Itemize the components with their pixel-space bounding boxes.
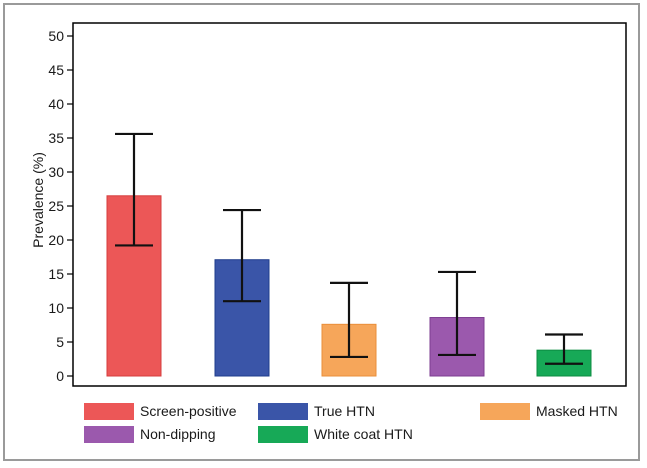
legend-swatch-masked-htn — [480, 403, 530, 420]
legend-swatch-white-coat-htn — [258, 426, 308, 443]
legend-label-white-coat-htn: White coat HTN — [314, 426, 413, 442]
y-tick-label: 25 — [48, 198, 64, 214]
legend: Screen-positive True HTN Masked HTN Non-dip… — [84, 403, 618, 443]
y-tick-label: 10 — [48, 300, 64, 316]
y-tick-label: 45 — [48, 62, 64, 78]
legend-swatch-non-dipping — [84, 426, 134, 443]
y-tick-label: 35 — [48, 130, 64, 146]
y-tick-label: 15 — [48, 266, 64, 282]
y-tick-label: 50 — [48, 28, 64, 44]
y-axis: 0 5 10 15 20 25 30 35 40 45 50 — [48, 28, 73, 384]
error-bars-group — [115, 132, 583, 365]
y-tick-label: 40 — [48, 96, 64, 112]
legend-label-true-htn: True HTN — [314, 403, 375, 419]
legend-label-masked-htn: Masked HTN — [536, 403, 618, 419]
y-tick-label: 20 — [48, 232, 64, 248]
legend-swatch-screen-positive — [84, 403, 134, 420]
y-tick-label: 30 — [48, 164, 64, 180]
legend-label-non-dipping: Non-dipping — [140, 426, 216, 442]
plot-area-border — [72, 22, 627, 387]
y-tick-label: 0 — [56, 368, 64, 384]
y-axis-label: Prevalence (%) — [30, 152, 46, 248]
legend-swatch-true-htn — [258, 403, 308, 420]
legend-label-screen-positive: Screen-positive — [140, 403, 237, 419]
bars-group — [106, 195, 592, 377]
bar-true-htn — [214, 259, 270, 377]
y-tick-label: 5 — [56, 334, 64, 350]
